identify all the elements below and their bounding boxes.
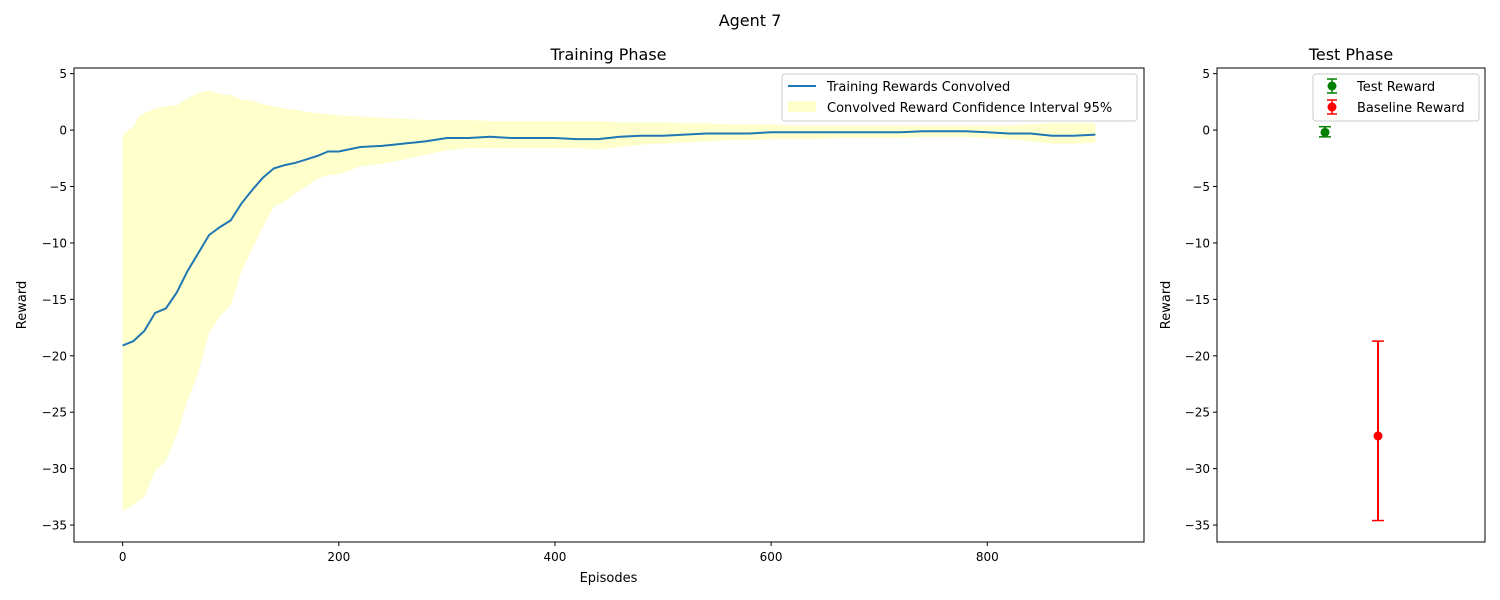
test-axes-frame (1216, 67, 1486, 543)
training-reward-line (122, 130, 1096, 347)
x-tick-label: 0 (119, 550, 127, 564)
legend-test-label: Test Reward (1356, 80, 1435, 95)
training-plot-area (73, 67, 1145, 543)
y-tick-label: 5 (59, 67, 67, 81)
training-axes-frame (73, 67, 1145, 543)
legend-band-swatch (788, 101, 816, 112)
y-tick-label: −35 (42, 519, 67, 533)
x-tick-label: 200 (327, 550, 350, 564)
y-tick-label: 5 (1202, 67, 1210, 81)
marker (1320, 127, 1330, 137)
y-tick-label: −15 (42, 293, 67, 307)
legend-test-marker (1327, 78, 1337, 94)
legend-line-label: Training Rewards Convolved (826, 80, 1010, 95)
legend-baseline-marker (1327, 99, 1337, 115)
test-reward-point (1319, 125, 1331, 138)
y-tick-label: −15 (1185, 293, 1210, 307)
y-tick-label: −10 (1185, 236, 1210, 250)
x-tick-label: 400 (544, 550, 567, 564)
test-title: Test Phase (1308, 45, 1393, 64)
legend-marker (1327, 81, 1337, 91)
y-tick-label: −30 (1185, 462, 1210, 476)
y-tick-label: 0 (59, 124, 67, 138)
y-tick-label: −20 (42, 349, 67, 363)
y-tick-label: −35 (1185, 519, 1210, 533)
y-tick-label: −25 (42, 406, 67, 420)
test-y-label: Reward (1159, 281, 1174, 329)
marker (1373, 431, 1383, 441)
confidence-band (122, 90, 1096, 512)
x-tick-label: 600 (760, 550, 783, 564)
test-chart: Test Phase 5 0 −5 −10 −15 −20 −25 −30 −35 Reward… (1159, 45, 1486, 543)
test-y-ticks: 5 0 −5 −10 −15 −20 −25 −30 −35 (1185, 67, 1217, 533)
y-tick-label: −5 (49, 180, 67, 194)
y-tick-label: −30 (42, 462, 67, 476)
y-tick-label: −20 (1185, 349, 1210, 363)
test-legend: Test Reward Baseline Reward (1312, 73, 1480, 122)
legend-marker (1327, 102, 1337, 112)
baseline-reward-point (1372, 340, 1384, 522)
training-legend: Training Rewards Convolved Convolved Rew… (781, 73, 1138, 122)
training-y-label: Reward (15, 281, 30, 329)
test-legend-box (1312, 73, 1480, 122)
legend-band-label: Convolved Reward Confidence Interval 95% (827, 101, 1112, 116)
legend-baseline-label: Baseline Reward (1357, 101, 1465, 116)
training-x-label: Episodes (580, 571, 638, 586)
test-plot-area (1319, 125, 1384, 522)
training-y-ticks: 5 0 −5 −10 −15 −20 −25 −30 −35 (42, 67, 74, 533)
y-tick-label: −10 (42, 236, 67, 250)
training-chart: Training Phase 0 200 400 600 800 5 0 −5 −10 −15 −… (15, 45, 1145, 586)
training-title: Training Phase (550, 45, 667, 64)
training-legend-box (781, 73, 1138, 122)
y-tick-label: −5 (1192, 180, 1210, 194)
figure-suptitle: Agent 7 (719, 11, 782, 30)
training-x-ticks: 0 200 400 600 800 (119, 542, 999, 564)
y-tick-label: −25 (1185, 406, 1210, 420)
x-tick-label: 800 (976, 550, 999, 564)
y-tick-label: 0 (1202, 124, 1210, 138)
